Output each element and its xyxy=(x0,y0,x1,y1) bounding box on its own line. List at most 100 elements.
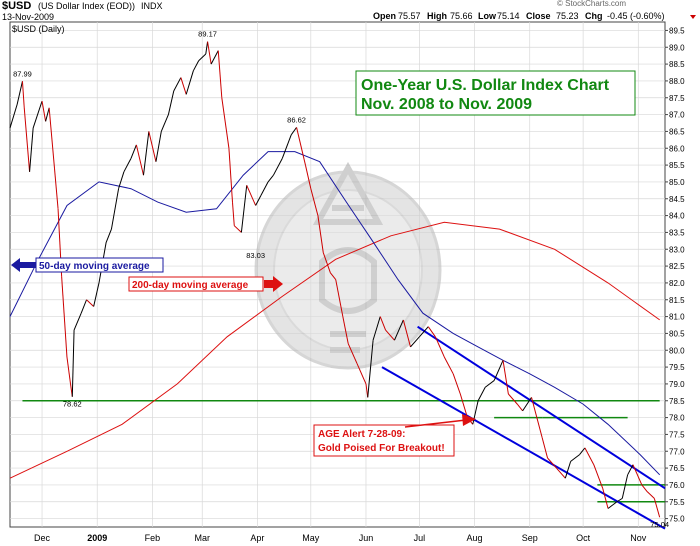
age-alert-annotation: AGE Alert 7-28-09: Gold Poised For Break… xyxy=(313,414,476,457)
x-tick-label: Dec xyxy=(34,533,51,543)
price-segment xyxy=(240,185,248,233)
header-ohlc: Open 75.57 High 75.66 Low 75.14 Close 75… xyxy=(373,11,696,21)
y-tick-label: 79.0 xyxy=(669,380,685,389)
price-segment xyxy=(148,131,157,162)
price-segment xyxy=(205,41,209,55)
chg-label: Chg xyxy=(585,11,603,21)
price-segment xyxy=(228,148,233,203)
price-segment xyxy=(493,360,504,381)
x-tick-label: Mar xyxy=(194,533,210,543)
y-tick-label: 84.0 xyxy=(669,212,685,221)
price-segment xyxy=(260,181,269,196)
ma50-annotation-label: 50-day moving average xyxy=(39,261,150,272)
chg-value: -0.45 (-0.60%) xyxy=(607,11,665,21)
price-segment xyxy=(607,501,618,509)
price-segment xyxy=(9,104,18,129)
price-segment xyxy=(192,60,200,72)
price-segment xyxy=(135,144,144,176)
price-segment xyxy=(335,279,344,317)
price-segment xyxy=(217,50,223,98)
y-tick-label: 75.5 xyxy=(669,498,685,507)
price-segment xyxy=(322,252,331,273)
price-label: 78.62 xyxy=(63,400,82,409)
price-segment xyxy=(342,316,349,344)
price-segment xyxy=(531,397,543,438)
price-segment xyxy=(173,77,182,92)
price-segment xyxy=(477,387,486,401)
x-tick-label: Jun xyxy=(359,533,374,543)
price-segment xyxy=(602,488,609,509)
y-tick-label: 77.0 xyxy=(669,447,685,456)
price-segment xyxy=(32,100,43,129)
price-segment xyxy=(570,454,580,462)
price-segment xyxy=(61,276,68,358)
x-tick-label: Oct xyxy=(576,533,591,543)
price-segment xyxy=(356,363,367,385)
price-segment xyxy=(80,299,88,314)
x-tick-label: Nov xyxy=(630,533,647,543)
y-tick-label: 80.5 xyxy=(669,329,685,338)
header-symbol: $USD xyxy=(2,0,31,12)
price-label: 89.17 xyxy=(198,30,217,39)
price-label: 87.99 xyxy=(13,69,32,78)
price-segment xyxy=(502,360,509,395)
price-segment xyxy=(167,90,175,115)
price-segment xyxy=(66,356,72,384)
y-tick-label: 81.5 xyxy=(669,296,685,305)
price-segment xyxy=(329,272,337,280)
y-tick-label: 87.0 xyxy=(669,111,685,120)
price-segment xyxy=(16,81,23,105)
y-tick-label: 82.5 xyxy=(669,262,685,271)
price-segment xyxy=(304,164,312,189)
price-segment xyxy=(45,107,50,122)
price-label: 75.04 xyxy=(650,520,669,529)
price-segment xyxy=(86,299,94,307)
x-tick-label: 2009 xyxy=(87,533,107,543)
x-tick-label: Sep xyxy=(522,533,538,543)
price-labels: 87.99 78.62 89.17 83.03 86.62 75.04 xyxy=(13,30,669,530)
ma200-annotation: 200-day moving average xyxy=(128,276,283,292)
price-segment xyxy=(246,185,257,206)
price-segment xyxy=(393,319,404,341)
price-segment xyxy=(459,393,468,418)
price-segment xyxy=(160,114,169,132)
low-value: 75.14 xyxy=(497,11,520,21)
open-value: 75.57 xyxy=(398,11,421,21)
price-segment xyxy=(281,134,292,159)
price-segment xyxy=(23,107,31,172)
price-segment xyxy=(310,188,319,216)
price-segment xyxy=(317,215,324,253)
y-tick-label: 86.5 xyxy=(669,127,685,136)
price-segment xyxy=(484,380,495,388)
y-tick-label: 88.5 xyxy=(669,60,685,69)
price-segment xyxy=(507,393,518,405)
x-tick-label: Aug xyxy=(467,533,483,543)
price-segment xyxy=(367,340,374,398)
price-segment xyxy=(48,107,55,169)
price-segment xyxy=(272,158,283,176)
price-segment xyxy=(41,101,47,122)
price-segment xyxy=(21,81,25,108)
price-segment xyxy=(296,127,306,166)
open-label: Open xyxy=(373,11,396,21)
chart-title: One-Year U.S. Dollar Index Chart xyxy=(361,77,610,94)
y-tick-label: 76.5 xyxy=(669,464,685,473)
price-segment xyxy=(365,383,369,398)
price-layer xyxy=(9,41,661,518)
price-segment xyxy=(110,188,120,230)
price-segment xyxy=(379,316,387,331)
ma50-line xyxy=(9,151,661,476)
ma50-layer xyxy=(9,151,661,476)
price-segment xyxy=(290,127,297,136)
age-alert-line2: Gold Poised For Breakout! xyxy=(318,443,445,454)
price-segment xyxy=(556,467,566,479)
channel-line xyxy=(417,325,666,490)
price-segment xyxy=(71,330,75,397)
price-segment xyxy=(105,228,112,243)
price-segment xyxy=(410,336,420,348)
price-segment xyxy=(632,464,643,486)
low-label: Low xyxy=(478,11,497,21)
header-date: 13-Nov-2009 xyxy=(2,12,54,22)
price-segment xyxy=(231,202,235,226)
